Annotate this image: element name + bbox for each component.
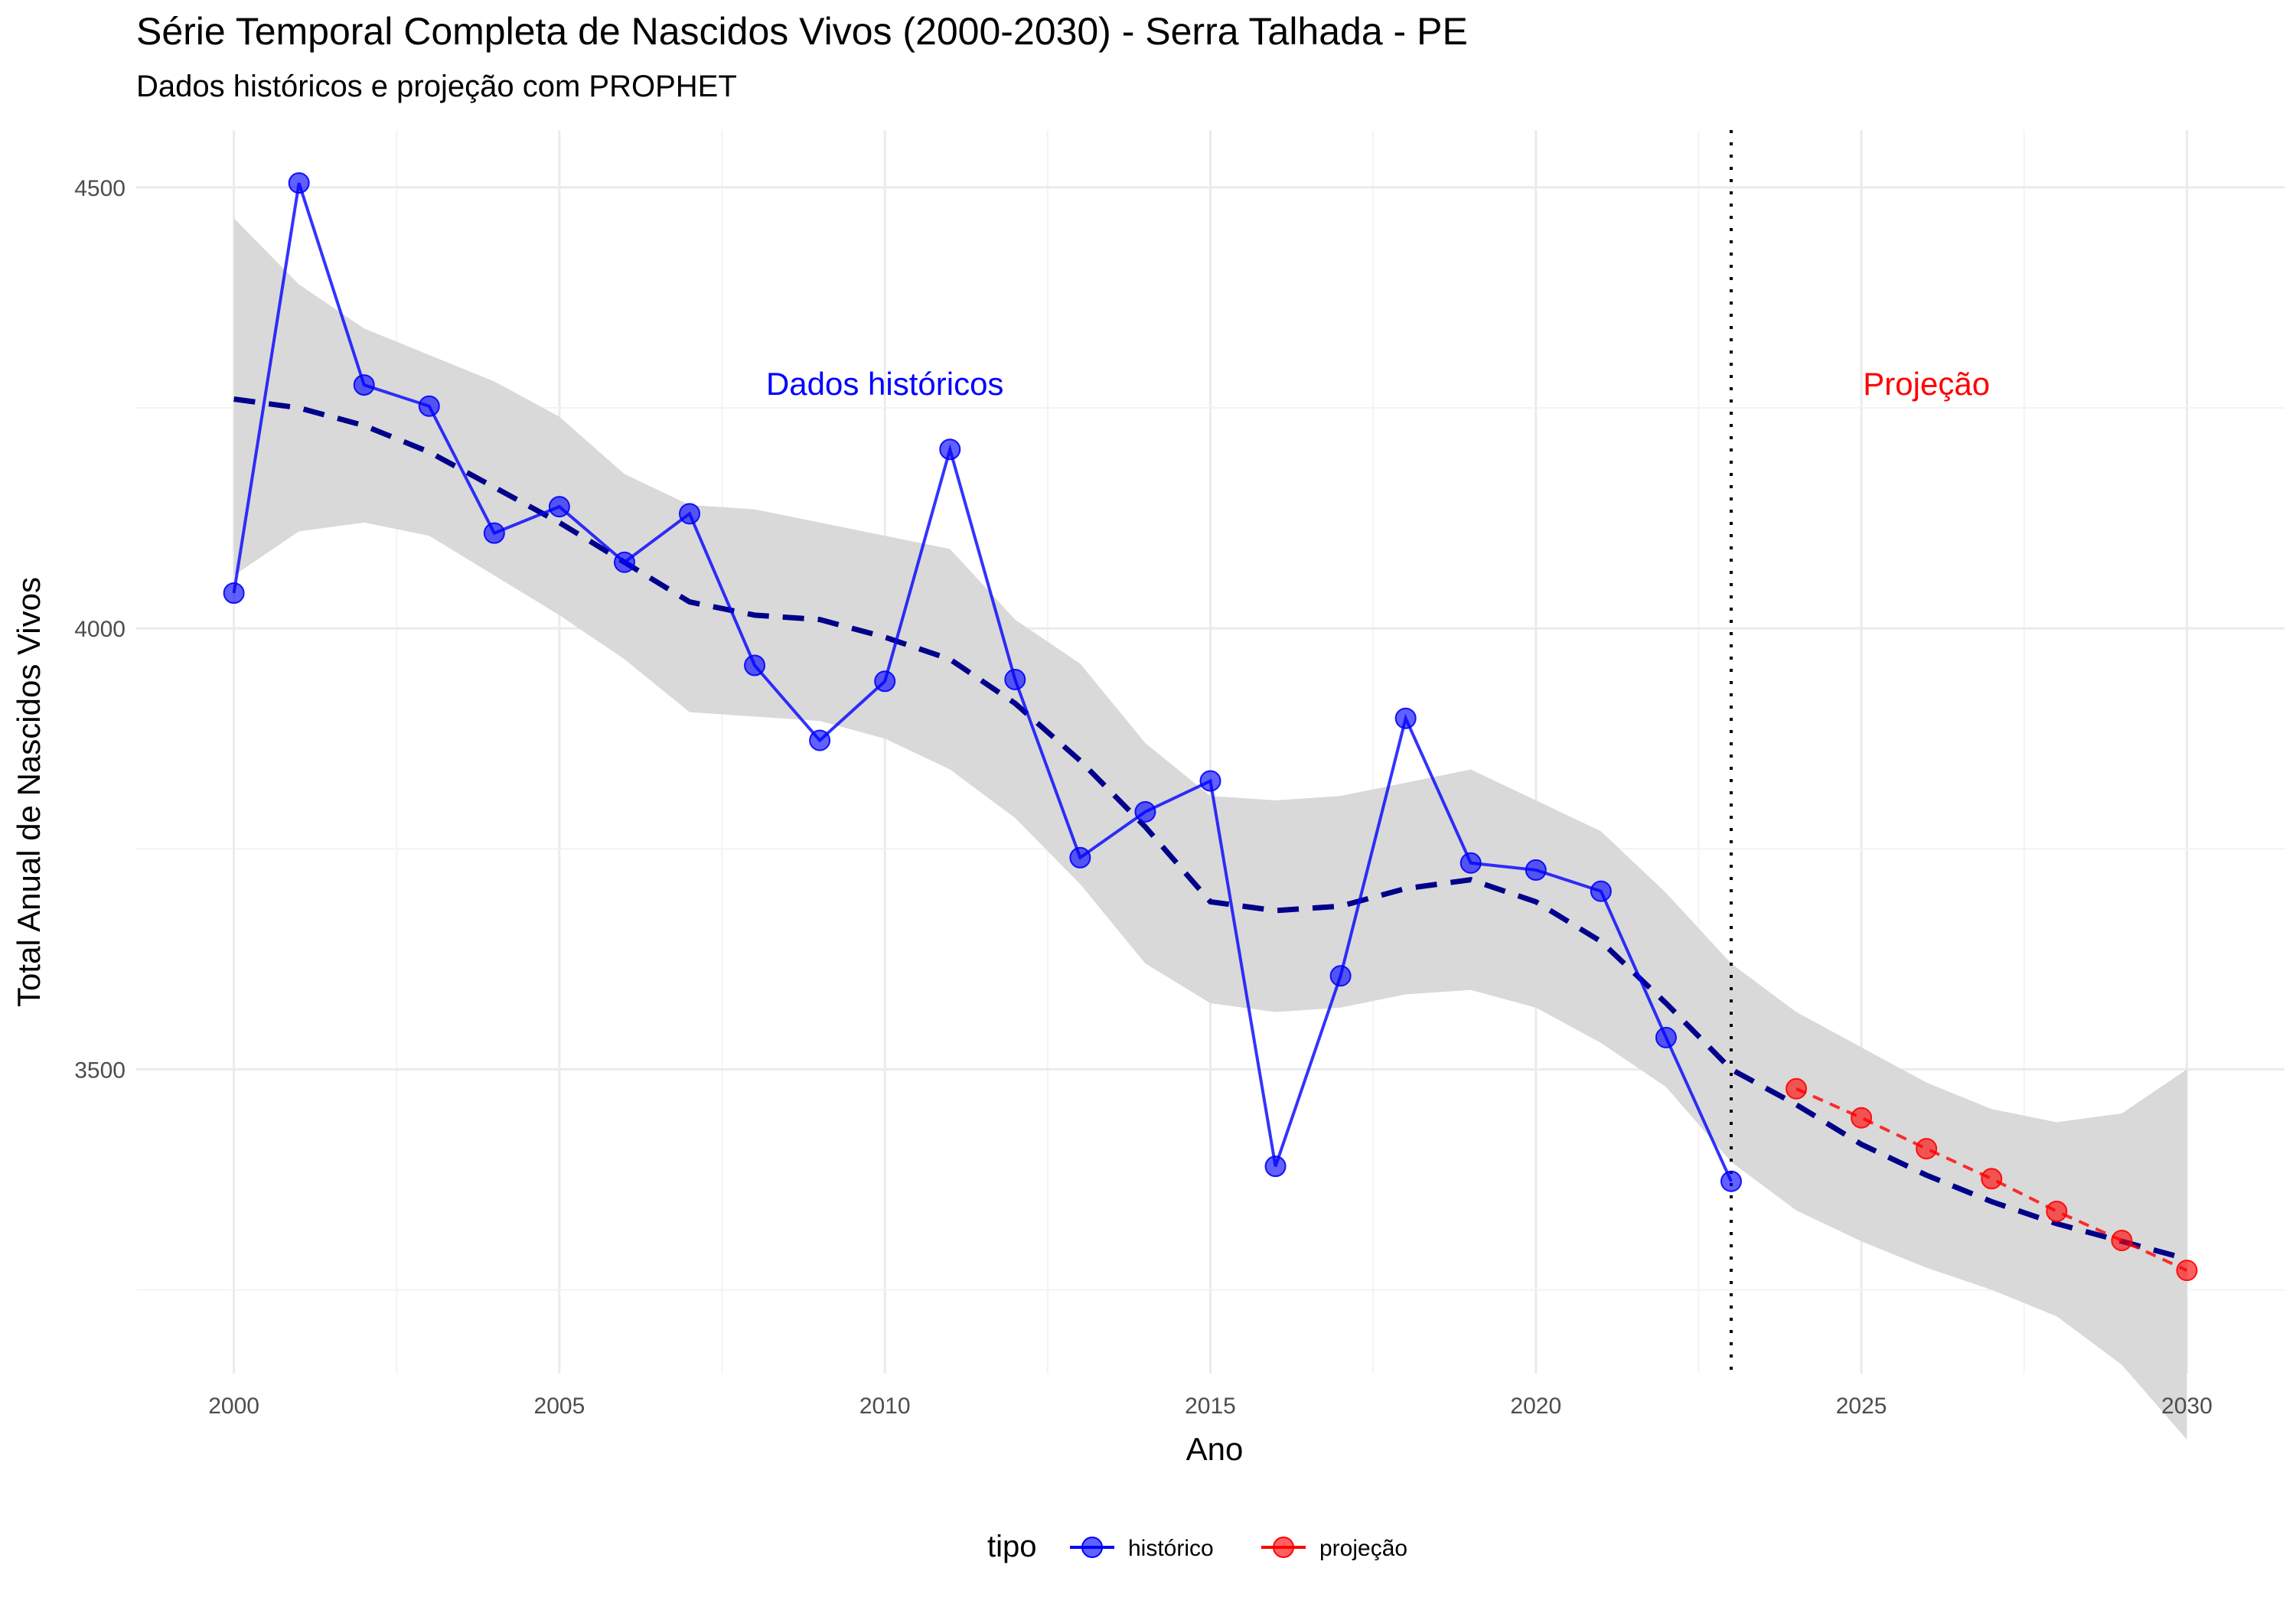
data-point bbox=[483, 522, 505, 544]
legend-label: projeção bbox=[1319, 1536, 1407, 1561]
x-tick-label: 2005 bbox=[534, 1393, 585, 1419]
data-point bbox=[1134, 800, 1156, 823]
data-point bbox=[1590, 880, 1612, 902]
x-tick-label: 2000 bbox=[208, 1393, 259, 1419]
y-tick-label: 3500 bbox=[74, 1058, 126, 1083]
data-point bbox=[1981, 1168, 2003, 1190]
y-axis-label: Total Anual de Nascidos Vivos bbox=[11, 577, 47, 1007]
data-point bbox=[809, 729, 831, 751]
data-point bbox=[1199, 770, 1221, 792]
data-point bbox=[1720, 1170, 1742, 1192]
data-point bbox=[1329, 965, 1352, 987]
data-point bbox=[874, 670, 896, 693]
trend-line bbox=[233, 396, 2188, 1262]
data-point bbox=[1786, 1077, 1808, 1100]
data-point bbox=[418, 395, 440, 417]
data-point bbox=[1459, 852, 1482, 874]
x-tick-label: 2010 bbox=[859, 1393, 911, 1419]
y-tick-label: 4000 bbox=[74, 617, 126, 642]
plot-area: Dados históricos Projeção 2000 2005 2010 201… bbox=[74, 130, 2285, 1440]
data-point bbox=[353, 374, 375, 396]
data-point bbox=[613, 551, 635, 573]
x-tick-label: 2030 bbox=[2161, 1393, 2213, 1419]
y-tick-label: 4500 bbox=[74, 176, 126, 201]
annotation-label: Projeção bbox=[1863, 366, 1990, 402]
legend-key-point bbox=[1273, 1537, 1294, 1558]
data-point bbox=[1394, 707, 1417, 729]
data-point bbox=[1525, 859, 1547, 881]
data-point bbox=[2176, 1260, 2198, 1282]
data-point bbox=[1851, 1107, 1873, 1129]
legend-title: tipo bbox=[987, 1530, 1037, 1563]
data-point bbox=[1655, 1026, 1677, 1048]
data-point bbox=[1004, 668, 1026, 690]
data-point bbox=[1069, 846, 1091, 869]
data-point bbox=[679, 503, 701, 525]
legend-items: histórico projeção bbox=[1070, 1536, 1407, 1561]
confidence-band bbox=[233, 218, 2187, 1440]
series-layer bbox=[223, 172, 2198, 1282]
data-point bbox=[548, 496, 570, 518]
legend-label: histórico bbox=[1128, 1536, 1214, 1561]
data-point bbox=[1916, 1138, 1938, 1160]
legend: tipo histórico projeção bbox=[987, 1530, 1407, 1563]
data-point bbox=[223, 582, 245, 605]
axis-ticks: 2000 2005 2010 2015 2020 2025 2030 3500 4000 4500 bbox=[74, 176, 2213, 1419]
data-point bbox=[2046, 1200, 2068, 1222]
annotation-label: Dados históricos bbox=[766, 366, 1003, 402]
data-point bbox=[288, 172, 310, 194]
chart-title: Série Temporal Completa de Nascidos Vivo… bbox=[136, 10, 1468, 53]
data-point bbox=[1264, 1156, 1287, 1178]
x-tick-label: 2015 bbox=[1185, 1393, 1236, 1419]
annotations: Dados históricos Projeção bbox=[766, 366, 1990, 402]
x-axis-label: Ano bbox=[1186, 1431, 1244, 1467]
x-tick-label: 2025 bbox=[1836, 1393, 1887, 1419]
data-point bbox=[939, 438, 961, 461]
legend-key-point bbox=[1081, 1537, 1103, 1558]
series-line-1 bbox=[232, 182, 1733, 1182]
data-point bbox=[2111, 1229, 2133, 1251]
data-point bbox=[744, 654, 766, 676]
x-tick-label: 2020 bbox=[1510, 1393, 1561, 1419]
chart-subtitle: Dados históricos e projeção com PROPHET bbox=[136, 70, 737, 103]
